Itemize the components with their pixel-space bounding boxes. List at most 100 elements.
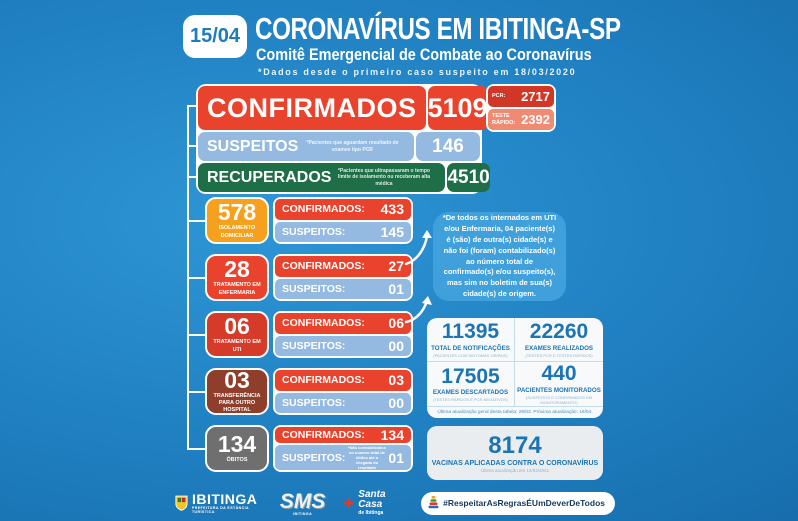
- stat-sub: (TESTES PCR E TESTES RÁPIDOS): [525, 352, 593, 358]
- confirmados-row: CONFIRMADOS: 27: [275, 256, 411, 277]
- page-subtitle: Comitê Emergencial de Combate ao Coronav…: [256, 45, 592, 64]
- connector-tick: [187, 448, 207, 450]
- stats-panel: 11395 TOTAL DE NOTIFICAÇÕES (PACIENTES C…: [427, 318, 603, 418]
- stat-value: 17505: [441, 364, 500, 388]
- transferencia-number: 03: [224, 366, 250, 393]
- uti-label: TRATAMENTO EM UTI: [213, 339, 261, 353]
- obitos-suspeitos-note: *Não contabilizados no número total de ó…: [347, 445, 386, 470]
- coat-of-arms-icon: [175, 495, 188, 511]
- rapid-test-value: 2392: [521, 112, 550, 127]
- ibitinga-sub: PREFEITURA DA ESTÂNCIA TURÍSTICA: [191, 506, 249, 514]
- rapid-test-row: TESTE RÁPIDO: 2392: [488, 109, 554, 130]
- confirmados-value: 5109: [427, 86, 488, 130]
- santa-casa-sub: de Ibitinga: [358, 510, 384, 516]
- row-label: SUSPEITOS:: [282, 225, 346, 238]
- row-label: SUSPEITOS:: [282, 451, 346, 464]
- isolamento-label: ISOLAMENTO DOMICILIAR: [218, 225, 256, 239]
- isolamento-rows: CONFIRMADOS: 433 SUSPEITOS: 145: [273, 197, 413, 244]
- row-value: 01: [388, 449, 404, 466]
- data-since-note: *Dados desde o primeiro caso suspeito em…: [258, 67, 577, 77]
- stat-pacientes-monitorados: 440 PACIENTES MONITORADOS (SUSPEITOS E C…: [515, 362, 603, 406]
- enfermaria-rows: CONFIRMADOS: 27 SUSPEITOS: 01: [273, 254, 413, 301]
- row-value: 03: [388, 372, 404, 389]
- confirmados-row: CONFIRMADOS: 134: [275, 427, 411, 443]
- recuperados-bar: RECUPERADOS *Pacientes que ultrapassaram…: [198, 163, 490, 192]
- transferencia-badge: 03 TRANSFERÊNCIA PARA OUTRO HOSPITAL: [205, 368, 269, 415]
- row-label: CONFIRMADOS:: [282, 374, 365, 387]
- suspeitos-row: SUSPEITOS: 01: [275, 278, 411, 299]
- confirmados-bar: CONFIRMADOS 5109: [198, 86, 488, 130]
- vaccine-box: 8174 VACINAS APLICADAS CONTRA O CORONAVÍ…: [427, 426, 603, 480]
- row-value: 27: [388, 258, 404, 275]
- hashtag-pill: #RespeitarAsRegrasÉUmDeverDeTodos: [421, 491, 615, 515]
- obitos-badge: 134 ÓBITOS: [205, 425, 269, 472]
- row-value: 00: [388, 337, 404, 354]
- santa-casa-name: Santa Casa: [358, 489, 386, 510]
- isolamento-number: 578: [217, 199, 257, 226]
- row-label: CONFIRMADOS:: [282, 317, 365, 330]
- stat-label: TOTAL DE NOTIFICAÇÕES: [431, 344, 510, 352]
- connector-tick: [187, 176, 198, 178]
- date-text: 15/04: [189, 25, 241, 47]
- date-badge: 15/04: [183, 15, 247, 58]
- row-label: SUSPEITOS:: [282, 282, 346, 295]
- update-note: Última atualização geral desta tabela: 2…: [427, 406, 603, 418]
- test-counts-box: PCR: 2717 TESTE RÁPIDO: 2392: [486, 84, 556, 132]
- connector-tick: [187, 145, 198, 147]
- suspeitos-row: SUSPEITOS: *Não contabilizados no número…: [275, 445, 411, 470]
- row-value: 01: [388, 280, 404, 297]
- pcr-value: 2717: [521, 89, 550, 104]
- confirmados-label: CONFIRMADOS: [198, 86, 426, 130]
- confirmados-row: CONFIRMADOS: 03: [275, 370, 411, 391]
- stat-sub: (SUSPEITOS E CONFIRMADOS EM MONITORAMENT…: [525, 394, 593, 405]
- connector-tick: [187, 105, 198, 107]
- uti-badge: 06 TRATAMENTO EM UTI: [205, 311, 269, 358]
- suspeitos-note: *Pacientes que aguardam resultado de exa…: [306, 140, 399, 153]
- row-value: 145: [380, 223, 404, 240]
- stacked-rings-icon: [428, 496, 439, 509]
- stat-label: PACIENTES MONITORADOS: [517, 386, 601, 394]
- hashtag-text: #RespeitarAsRegrasÉUmDeverDeTodos: [443, 498, 605, 508]
- suspeitos-value: 146: [416, 132, 480, 161]
- row-label: SUSPEITOS:: [282, 339, 346, 352]
- pcr-label: PCR:: [492, 93, 506, 100]
- suspeitos-row: SUSPEITOS: 00: [275, 392, 411, 413]
- vaccine-value: 8174: [488, 432, 542, 460]
- connector-tick: [187, 277, 207, 279]
- rapid-test-label: TESTE RÁPIDO:: [492, 113, 516, 126]
- suspeitos-row: SUSPEITOS: 00: [275, 335, 411, 356]
- connector-tick: [187, 391, 207, 393]
- row-value: 134: [380, 427, 404, 443]
- obitos-rows: CONFIRMADOS: 134 SUSPEITOS: *Não contabi…: [273, 425, 413, 472]
- arrow-to-note-icon: [404, 296, 432, 324]
- sms-sub: IBITINGA: [293, 511, 313, 516]
- uti-number: 06: [224, 313, 250, 340]
- confirmados-row: CONFIRMADOS: 433: [275, 199, 411, 220]
- recuperados-value: 4510: [447, 163, 490, 192]
- stat-exames-realizados: 22260 EXAMES REALIZADOS (TESTES PCR E TE…: [515, 318, 603, 362]
- row-value: 433: [380, 201, 404, 218]
- obitos-number: 134: [217, 430, 257, 457]
- row-value: 00: [388, 394, 404, 411]
- stat-value: 22260: [529, 320, 589, 344]
- enfermaria-label: TRATAMENTO EM ENFERMARIA: [213, 282, 261, 296]
- row-label: SUSPEITOS:: [282, 396, 346, 409]
- ibitinga-name: IBITINGA: [191, 491, 258, 507]
- row-label: CONFIRMADOS:: [282, 429, 365, 441]
- recuperados-label: RECUPERADOS: [207, 168, 332, 186]
- stat-sub: (PACIENTES COM SINTOMAS GRIPAIS): [433, 352, 508, 358]
- suspeitos-label: SUSPEITOS: [207, 137, 299, 155]
- stat-value: 440: [541, 362, 577, 386]
- obitos-label: ÓBITOS: [226, 456, 248, 463]
- confirmados-row: CONFIRMADOS: 06: [275, 313, 411, 334]
- suspeitos-bar: SUSPEITOS *Pacientes que aguardam result…: [198, 132, 480, 161]
- uti-enfermaria-note: *De todos os internados em UTI e/ou Enfe…: [433, 212, 566, 301]
- summary-bars: CONFIRMADOS 5109 SUSPEITOS *Pacientes qu…: [196, 84, 490, 194]
- uti-rows: CONFIRMADOS: 06 SUSPEITOS: 00: [273, 311, 413, 358]
- row-value: 06: [388, 315, 404, 332]
- stat-sub: (TESTES RÁPIDOS E PCR NEGATIVOS): [433, 397, 508, 403]
- transferencia-rows: CONFIRMADOS: 03 SUSPEITOS: 00: [273, 368, 413, 415]
- row-label: CONFIRMADOS:: [282, 260, 365, 273]
- stat-label: EXAMES DESCARTADOS: [432, 389, 509, 397]
